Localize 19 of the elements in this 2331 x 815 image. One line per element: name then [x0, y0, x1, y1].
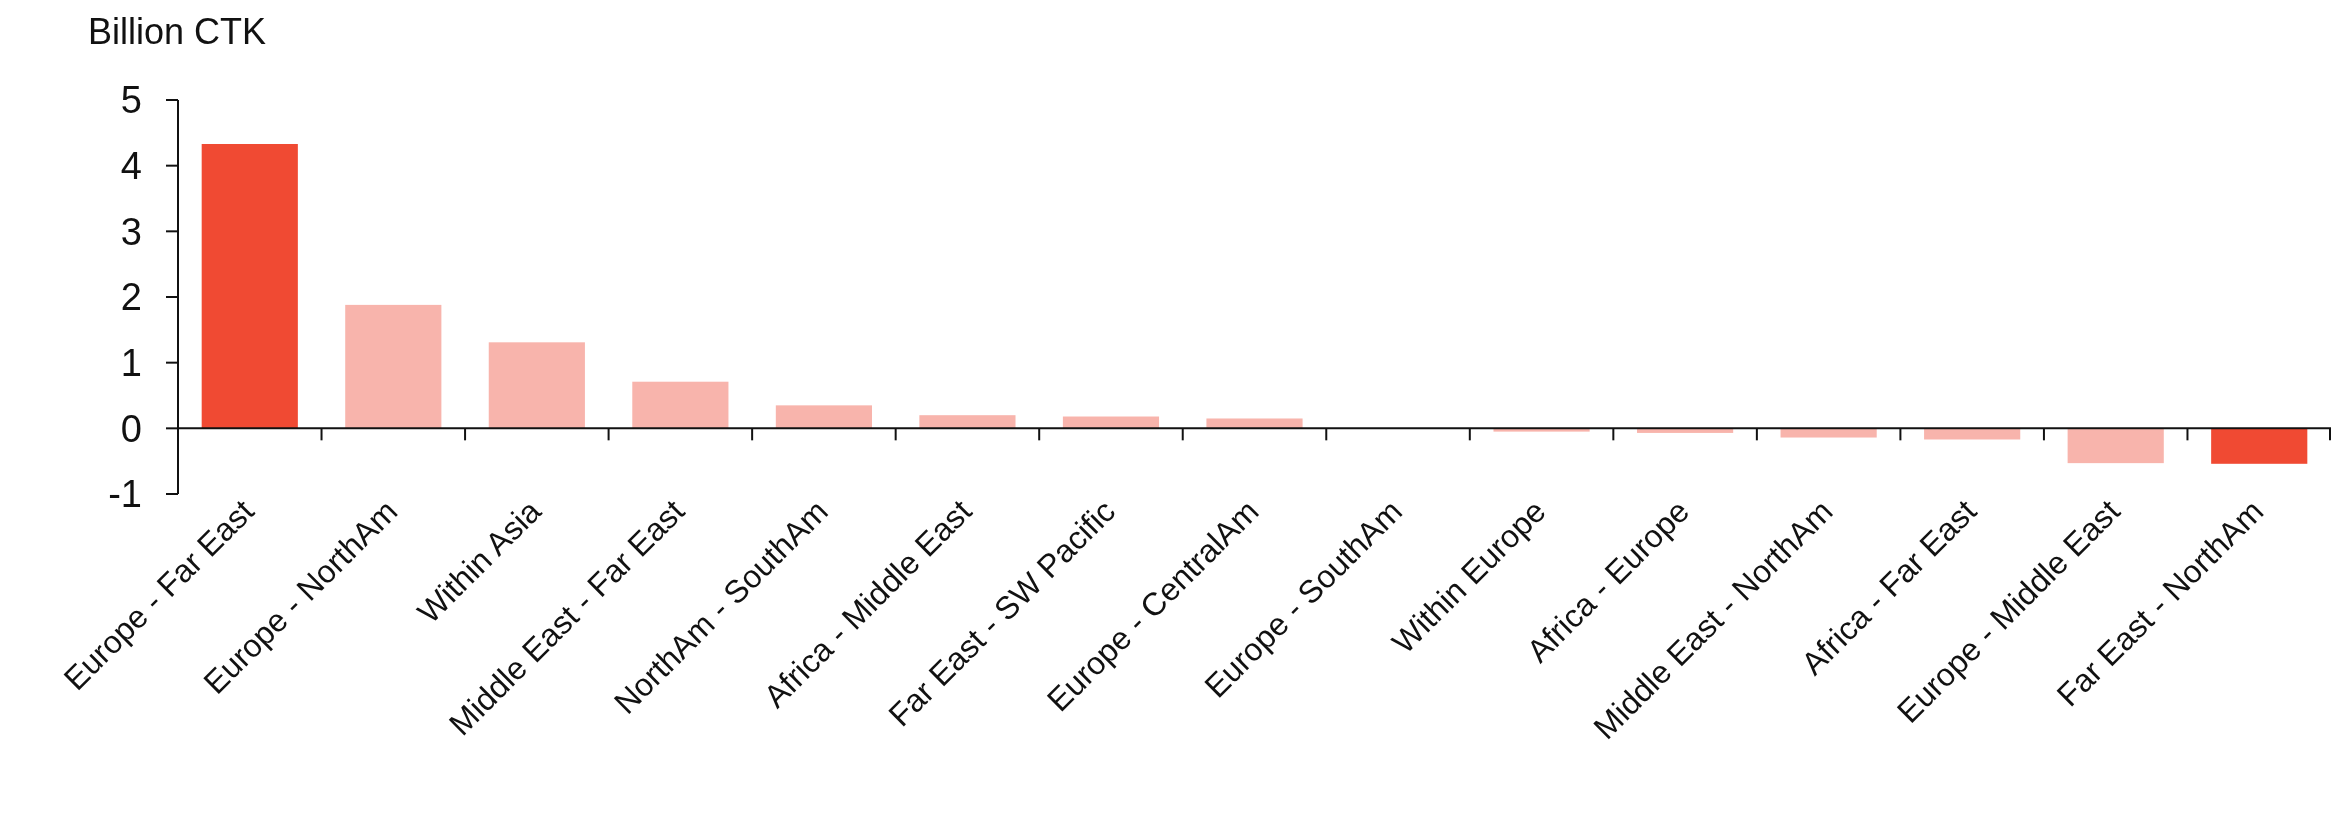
bar — [2211, 428, 2308, 464]
bar — [919, 415, 1016, 429]
y-tick-label: -1 — [108, 473, 142, 516]
y-tick-label: 4 — [120, 144, 142, 187]
bar — [1780, 428, 1877, 438]
bar — [345, 304, 442, 429]
bar — [632, 381, 729, 429]
bar — [1206, 418, 1303, 429]
bar — [201, 144, 298, 429]
bar — [775, 405, 872, 429]
y-tick-label: 2 — [120, 276, 142, 319]
bar — [488, 342, 585, 429]
y-axis-title: Billion CTK — [88, 11, 267, 52]
bar — [1493, 428, 1590, 432]
y-tick-label: 0 — [120, 407, 142, 450]
bar — [2067, 428, 2164, 464]
y-tick-label: 1 — [120, 341, 142, 384]
y-tick-label: 3 — [120, 210, 142, 253]
y-tick-label: 5 — [120, 79, 142, 122]
